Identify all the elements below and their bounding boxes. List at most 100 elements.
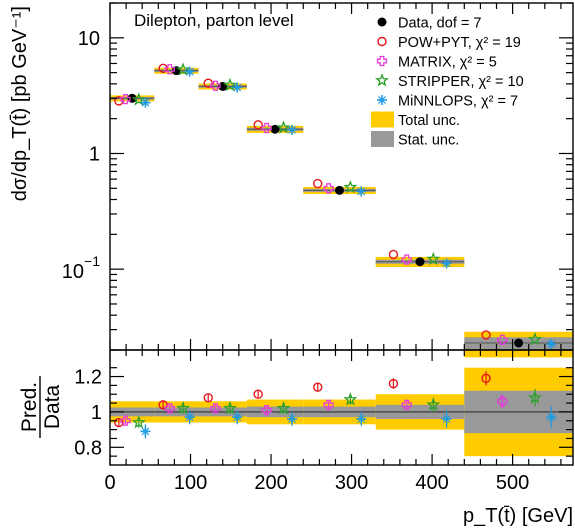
pow-pyt-legend-label: POW+PYT, χ² = 19 xyxy=(398,35,521,51)
ratio-y-tick-label: 1.2 xyxy=(74,367,102,389)
data-marker xyxy=(415,257,425,267)
minnlops-marker xyxy=(356,186,367,197)
stripper-ratio-marker xyxy=(426,397,441,411)
matrix-marker xyxy=(210,80,221,91)
total-unc-legend-swatch xyxy=(371,111,394,128)
minnlops-ratio-marker-stroke xyxy=(442,415,451,423)
matrix-marker xyxy=(164,64,175,75)
matrix-ratio-marker xyxy=(401,399,412,410)
data-marker xyxy=(334,185,344,195)
minnlops-ratio-marker-stroke xyxy=(547,413,556,422)
pow-pyt-ratio-marker xyxy=(253,389,263,399)
pow-pyt-ratio-marker xyxy=(203,393,213,403)
pow-pyt-ratio-marker xyxy=(481,373,491,384)
x-tick-label: 500 xyxy=(496,472,529,494)
matrix-marker xyxy=(120,93,131,105)
minnlops-marker-stroke xyxy=(357,187,366,196)
matrix-ratio-marker xyxy=(120,415,131,426)
y-axis-title: dσ/dp_T(t̄) [pb GeV⁻¹] xyxy=(9,6,31,201)
minnlops-ratio-marker-stroke xyxy=(288,415,296,423)
matrix-ratio-marker xyxy=(164,403,175,414)
x-tick-label: 100 xyxy=(174,472,207,494)
ratio-y-title-denominator: Data xyxy=(41,385,64,430)
minnlops-marker xyxy=(286,124,297,135)
data-markers xyxy=(114,62,557,439)
matrix-legend-marker xyxy=(376,55,388,67)
data-legend-marker xyxy=(377,17,387,27)
minnlops-marker-stroke xyxy=(547,340,556,349)
axes xyxy=(109,2,574,466)
minnlops-ratio-marker-stroke xyxy=(357,415,366,423)
y-tick-label-0.1-exp: −1 xyxy=(84,253,100,269)
x-tick-label: 0 xyxy=(104,472,115,494)
minnlops-marker-stroke xyxy=(442,259,451,268)
minnlops-legend-marker-stroke xyxy=(378,96,386,104)
matrix-legend-label: MATRIX, χ² = 5 xyxy=(398,55,497,71)
stripper-marker xyxy=(426,251,441,266)
ratio-y-tick-label: 0.8 xyxy=(74,437,102,459)
stat-unc-legend-swatch xyxy=(371,131,394,147)
minnlops-ratio-marker xyxy=(546,412,557,423)
stripper-marker xyxy=(131,92,146,106)
pow-pyt-ratio-marker xyxy=(158,400,168,410)
minnlops-legend-marker xyxy=(377,95,387,105)
minnlops-marker-stroke xyxy=(288,125,296,134)
matrix-marker xyxy=(261,122,272,134)
minnlops-ratio-marker-stroke xyxy=(233,413,242,422)
matrix-marker xyxy=(323,183,334,194)
total-unc-legend-label: Total unc. xyxy=(398,113,460,129)
annotation-dilepton: Dilepton, parton level xyxy=(134,11,294,30)
minnlops-marker xyxy=(140,97,151,108)
minnlops-ratio-marker xyxy=(184,412,195,423)
y-tick-label-10: 10 xyxy=(78,28,100,50)
minnlops-marker xyxy=(546,339,557,350)
stripper-ratio-marker xyxy=(222,401,237,415)
ratio-reference-lines xyxy=(110,70,573,413)
ratio-panel-frame xyxy=(109,349,574,466)
pow-pyt-marker xyxy=(253,120,263,130)
stripper-legend-label: STRIPPER, χ² = 10 xyxy=(398,74,524,90)
stripper-ratio-marker xyxy=(343,392,358,406)
pow-pyt-ratio-marker xyxy=(313,382,323,392)
stripper-marker xyxy=(527,332,542,346)
minnlops-marker-stroke xyxy=(233,83,242,92)
minnlops-marker xyxy=(232,82,243,93)
ratio-y-axis-title: Pred. Data xyxy=(18,376,64,438)
stripper-marker xyxy=(343,179,358,194)
minnlops-ratio-marker xyxy=(356,414,367,424)
minnlops-ratio-marker-stroke xyxy=(185,413,194,422)
minnlops-legend-label: MiNNLOPS, χ² = 7 xyxy=(398,94,518,110)
minnlops-ratio-marker xyxy=(140,426,151,437)
pow-pyt-legend-marker xyxy=(377,36,387,47)
stripper-marker xyxy=(222,77,237,92)
ratio-y-title-numerator: Pred. xyxy=(18,382,41,432)
ratio-y-tick-label: 1 xyxy=(91,402,102,424)
minnlops-marker xyxy=(184,66,195,77)
pow-pyt-marker xyxy=(203,78,213,88)
pow-pyt-marker xyxy=(481,330,491,340)
minnlops-ratio-marker-stroke xyxy=(141,427,150,436)
x-tick-label: 200 xyxy=(254,472,287,494)
stripper-marker xyxy=(176,62,191,76)
data-marker xyxy=(270,124,280,134)
stripper-marker xyxy=(276,120,291,134)
data-legend-label: Data, dof = 7 xyxy=(398,16,481,32)
stripper-ratio-marker xyxy=(276,401,291,415)
pow-pyt-marker xyxy=(313,178,323,189)
minnlops-ratio-marker xyxy=(232,412,243,423)
stripper-ratio-marker xyxy=(176,401,191,415)
matrix-ratio-marker xyxy=(210,403,221,414)
pow-pyt-marker xyxy=(388,249,399,260)
stripper-ratio-marker xyxy=(131,415,146,429)
data-marker xyxy=(514,338,524,348)
x-tick-label: 300 xyxy=(335,472,368,494)
pow-pyt-ratio-marker xyxy=(388,378,399,389)
x-tick-label: 400 xyxy=(415,472,448,494)
top-panel-frame xyxy=(109,2,574,351)
minnlops-marker-stroke xyxy=(185,67,194,76)
minnlops-marker-stroke xyxy=(141,98,150,107)
stripper-legend-marker xyxy=(374,73,390,87)
stat-unc-legend-label: Stat. unc. xyxy=(398,133,459,149)
